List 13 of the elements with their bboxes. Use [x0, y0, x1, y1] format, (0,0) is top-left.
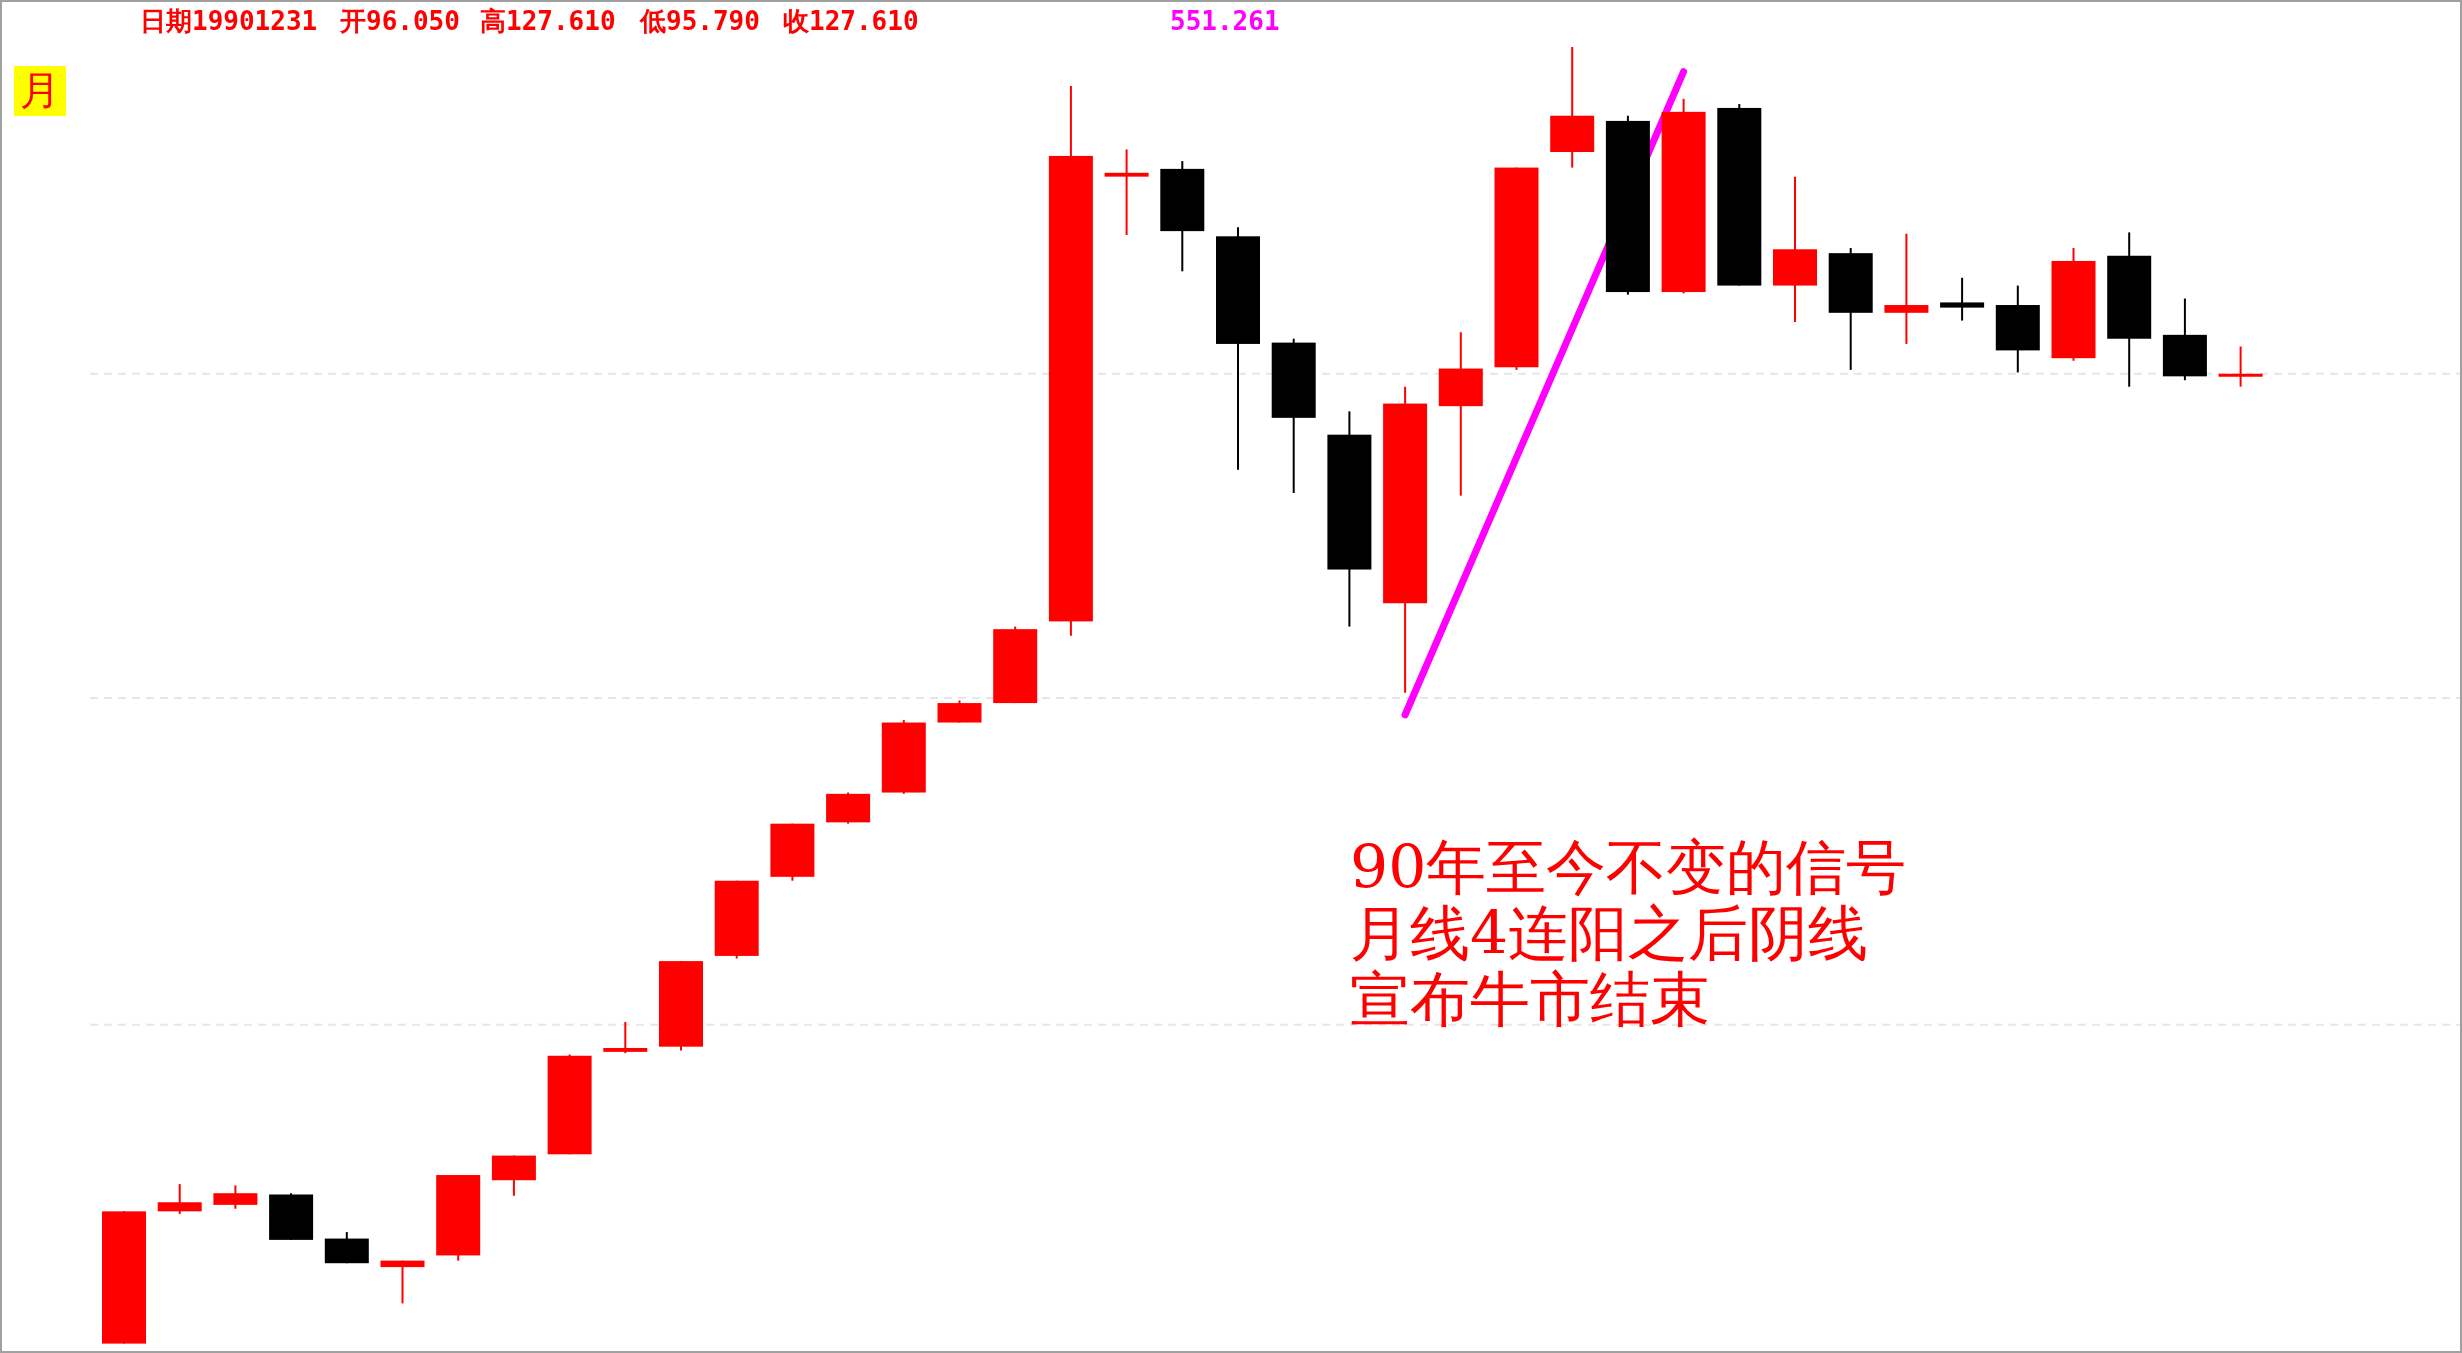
- candlestick: [1104, 148, 1149, 237]
- text: 开96.050: [339, 6, 460, 36]
- text: 月: [20, 67, 60, 113]
- candlestick: [1884, 232, 1929, 345]
- text: 低95.790: [639, 6, 760, 36]
- text: 日期19901231: [140, 6, 318, 36]
- candlestick: [157, 1183, 202, 1215]
- candlestick: [1940, 276, 1985, 322]
- candlestick: [603, 1021, 648, 1055]
- text: 收127.610: [783, 6, 919, 36]
- text: 高127.610: [480, 6, 616, 36]
- text: 551.261: [1170, 6, 1280, 36]
- candlestick: [2218, 345, 2263, 388]
